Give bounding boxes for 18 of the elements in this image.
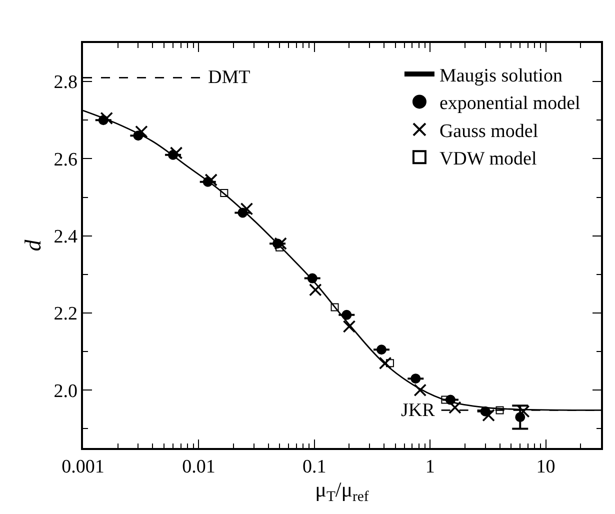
- y-tick-label: 2.4: [54, 226, 78, 248]
- x-tick-label: 0.1: [302, 456, 326, 478]
- annotation: DMT: [208, 67, 251, 88]
- y-axis-title: d: [20, 239, 46, 252]
- x-tick-label: 10: [536, 456, 556, 478]
- legend-label: Maugis solution: [439, 65, 563, 86]
- x-tick-label: 0.01: [182, 456, 216, 478]
- y-tick-label: 2.0: [54, 380, 78, 402]
- legend-label: exponential model: [439, 93, 580, 114]
- x-axis-title: μ$_{T}$/μ$_{ref}$: [315, 478, 369, 505]
- legend-label: Gauss model: [439, 120, 538, 142]
- annotation: JKR: [401, 400, 436, 421]
- y-tick-label: 2.2: [54, 304, 78, 325]
- y-tick-label: 2.6: [54, 149, 78, 170]
- legend-label: VDW model: [439, 148, 537, 170]
- x-tick-label: 0.001: [62, 456, 104, 478]
- y-tick-label: 2.8: [54, 72, 78, 94]
- x-tick-label: 1: [425, 456, 435, 478]
